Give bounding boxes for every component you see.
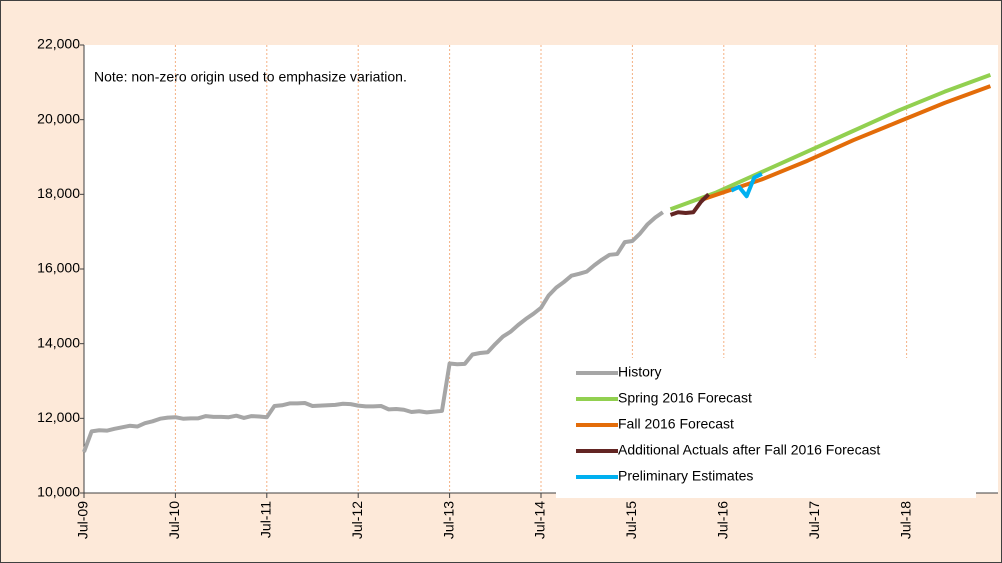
legend-label: Fall 2016 Forecast [618, 416, 734, 432]
y-tick-label: 14,000 [37, 334, 80, 350]
legend-label: Spring 2016 Forecast [618, 390, 752, 406]
y-tick-label: 10,000 [37, 484, 80, 500]
x-tick-label: Jul-18 [897, 501, 913, 539]
line-series [669, 72, 992, 212]
annotation: Note: non-zero origin used to emphasize … [94, 69, 407, 85]
x-tick-label: Jul-09 [75, 501, 91, 539]
line-series [82, 210, 664, 453]
x-tick-label: Jul-14 [532, 501, 548, 539]
x-tick-label: Jul-11 [258, 501, 274, 538]
line-series [669, 192, 710, 217]
x-tick-label: Jul-12 [349, 501, 365, 539]
legend-label: History [618, 364, 662, 380]
line-series [700, 84, 992, 202]
y-tick-label: 12,000 [37, 409, 80, 425]
x-tick-label: Jul-13 [440, 501, 456, 539]
x-tick-label: Jul-10 [166, 501, 182, 539]
x-tick-label: Jul-16 [715, 501, 731, 539]
legend-box [556, 358, 976, 498]
x-tick-label: Jul-17 [806, 501, 822, 539]
line-series [730, 172, 763, 199]
y-tick-label: 20,000 [37, 110, 80, 126]
legend-label: Additional Actuals after Fall 2016 Forec… [618, 442, 880, 458]
legend-label: Preliminary Estimates [618, 468, 753, 484]
y-tick-label: 16,000 [37, 260, 80, 276]
x-tick-label: Jul-15 [623, 501, 639, 539]
y-tick-label: 18,000 [37, 185, 80, 201]
y-tick-label: 22,000 [37, 36, 80, 52]
